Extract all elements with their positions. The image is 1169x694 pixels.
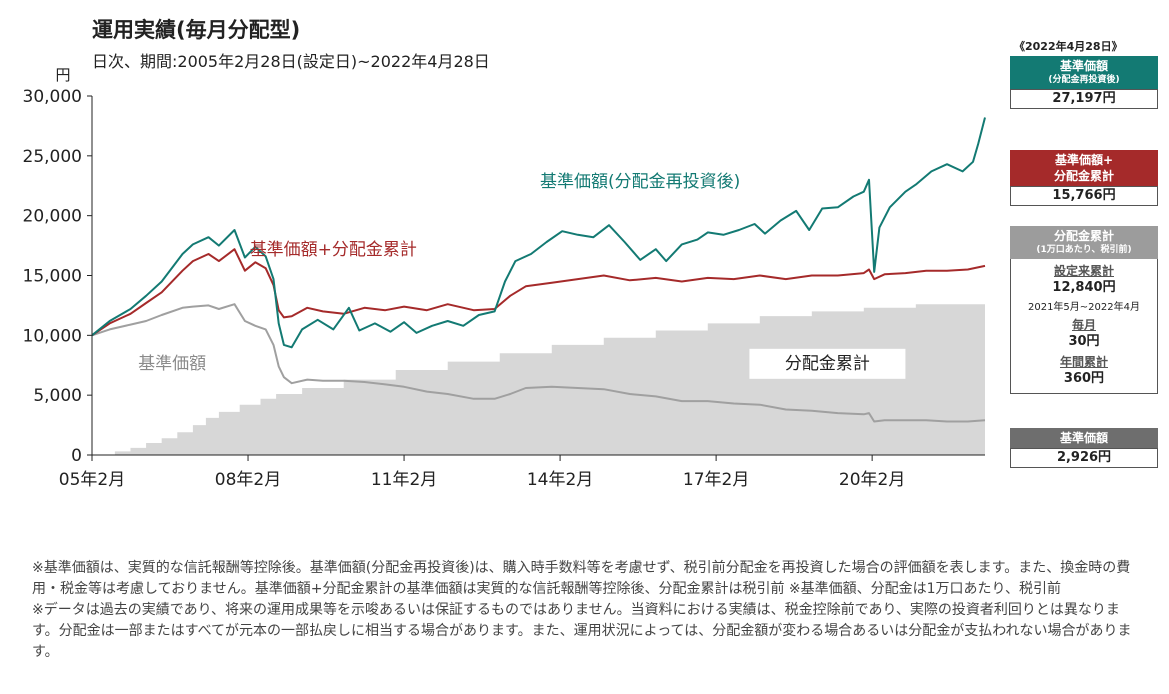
y-axis-unit: 円 bbox=[55, 66, 70, 84]
annotation-label: 基準価額(分配金再投資後) bbox=[540, 172, 740, 192]
series-line-1 bbox=[91, 248, 986, 337]
distribution-box: 分配金累計 (1万口あたり、税引前) 設定来累計 12,840円 2021年5月… bbox=[1010, 226, 1158, 394]
annotation-box bbox=[749, 348, 906, 379]
series-distribution-area bbox=[92, 301, 985, 455]
annual-value: 360円 bbox=[1063, 371, 1105, 386]
nav-box: 基準価額 2,926円 bbox=[1010, 428, 1158, 468]
monthly-value: 30円 bbox=[1068, 334, 1100, 349]
disclaimer-line-2: ※データは過去の実績であり、将来の運用成果等を示唆あるいは保証するものではありま… bbox=[32, 602, 1132, 660]
y-tick-label: 10,000 bbox=[23, 326, 82, 346]
nav-value: 2,926円 bbox=[1010, 448, 1158, 468]
distribution-body: 設定来累計 12,840円 2021年5月~2022年4月 毎月 30円 年間累… bbox=[1010, 259, 1158, 394]
reinvested-nav-box: 基準価額 (分配金再投資後) 27,197円 bbox=[1010, 56, 1158, 109]
since-inception-label: 設定来累計 bbox=[1053, 264, 1114, 278]
nav-plus-dist-value: 15,766円 bbox=[1010, 186, 1158, 206]
annotation-label: 基準価額 bbox=[138, 354, 206, 374]
series-line-2 bbox=[91, 303, 986, 423]
nav-header: 基準価額 bbox=[1010, 428, 1158, 448]
distribution-sublabel: (1万口あたり、税引前) bbox=[1036, 245, 1132, 255]
performance-chart: 円 0 5,000 10,000 15,000 20,000 25,000 30,000 05… bbox=[23, 66, 986, 490]
distribution-label: 分配金累計 bbox=[1053, 229, 1114, 243]
y-tick-label: 0 bbox=[71, 446, 82, 466]
x-tick-label: 05年2月 bbox=[59, 470, 125, 490]
nav-plus-dist-header: 基準価額+ 分配金累計 bbox=[1010, 150, 1158, 186]
as-of-date: 《2022年4月28日》 bbox=[1014, 40, 1123, 53]
nav-plus-dist-label-2: 分配金累計 bbox=[1053, 169, 1114, 183]
y-tick-label: 15,000 bbox=[23, 267, 82, 287]
monthly-label: 毎月 bbox=[1071, 318, 1096, 332]
x-tick-label: 08年2月 bbox=[215, 470, 281, 490]
reinvested-nav-header: 基準価額 (分配金再投資後) bbox=[1010, 56, 1158, 89]
x-tick-label: 17年2月 bbox=[683, 470, 749, 490]
reinvested-nav-sublabel: (分配金再投資後) bbox=[1048, 75, 1120, 85]
y-tick-label: 30,000 bbox=[23, 87, 82, 107]
annotation-label: 基準価額+分配金累計 bbox=[250, 240, 417, 260]
y-tick-label: 5,000 bbox=[33, 386, 82, 406]
x-tick-label: 20年2月 bbox=[839, 470, 905, 490]
annotation-label: 分配金累計 bbox=[785, 354, 870, 374]
y-tick-label: 20,000 bbox=[23, 207, 82, 227]
distribution-period: 2021年5月~2022年4月 bbox=[1027, 302, 1140, 313]
nav-plus-dist-box: 基準価額+ 分配金累計 15,766円 bbox=[1010, 150, 1158, 206]
since-inception-value: 12,840円 bbox=[1052, 280, 1116, 295]
period-subtitle: 日次、期間:2005年2月28日(設定日)~2022年4月28日 bbox=[92, 52, 490, 71]
x-tick-label: 11年2月 bbox=[371, 470, 437, 490]
page-title: 運用実績(毎月分配型) bbox=[92, 18, 301, 42]
disclaimer-notes: ※基準価額は、実質的な信託報酬等控除後。基準価額(分配金再投資後)は、購入時手数… bbox=[32, 558, 1144, 663]
nav-plus-dist-label-1: 基準価額+ bbox=[1054, 153, 1114, 167]
reinvested-nav-value: 27,197円 bbox=[1010, 89, 1158, 109]
series-line-0 bbox=[91, 117, 986, 349]
y-tick-label: 25,000 bbox=[23, 147, 82, 167]
x-tick-label: 14年2月 bbox=[527, 470, 593, 490]
annual-label: 年間累計 bbox=[1059, 355, 1108, 369]
disclaimer-line-1: ※基準価額は、実質的な信託報酬等控除後。基準価額(分配金再投資後)は、購入時手数… bbox=[32, 560, 1131, 597]
distribution-header: 分配金累計 (1万口あたり、税引前) bbox=[1010, 226, 1158, 259]
reinvested-nav-label: 基準価額 bbox=[1059, 59, 1108, 73]
